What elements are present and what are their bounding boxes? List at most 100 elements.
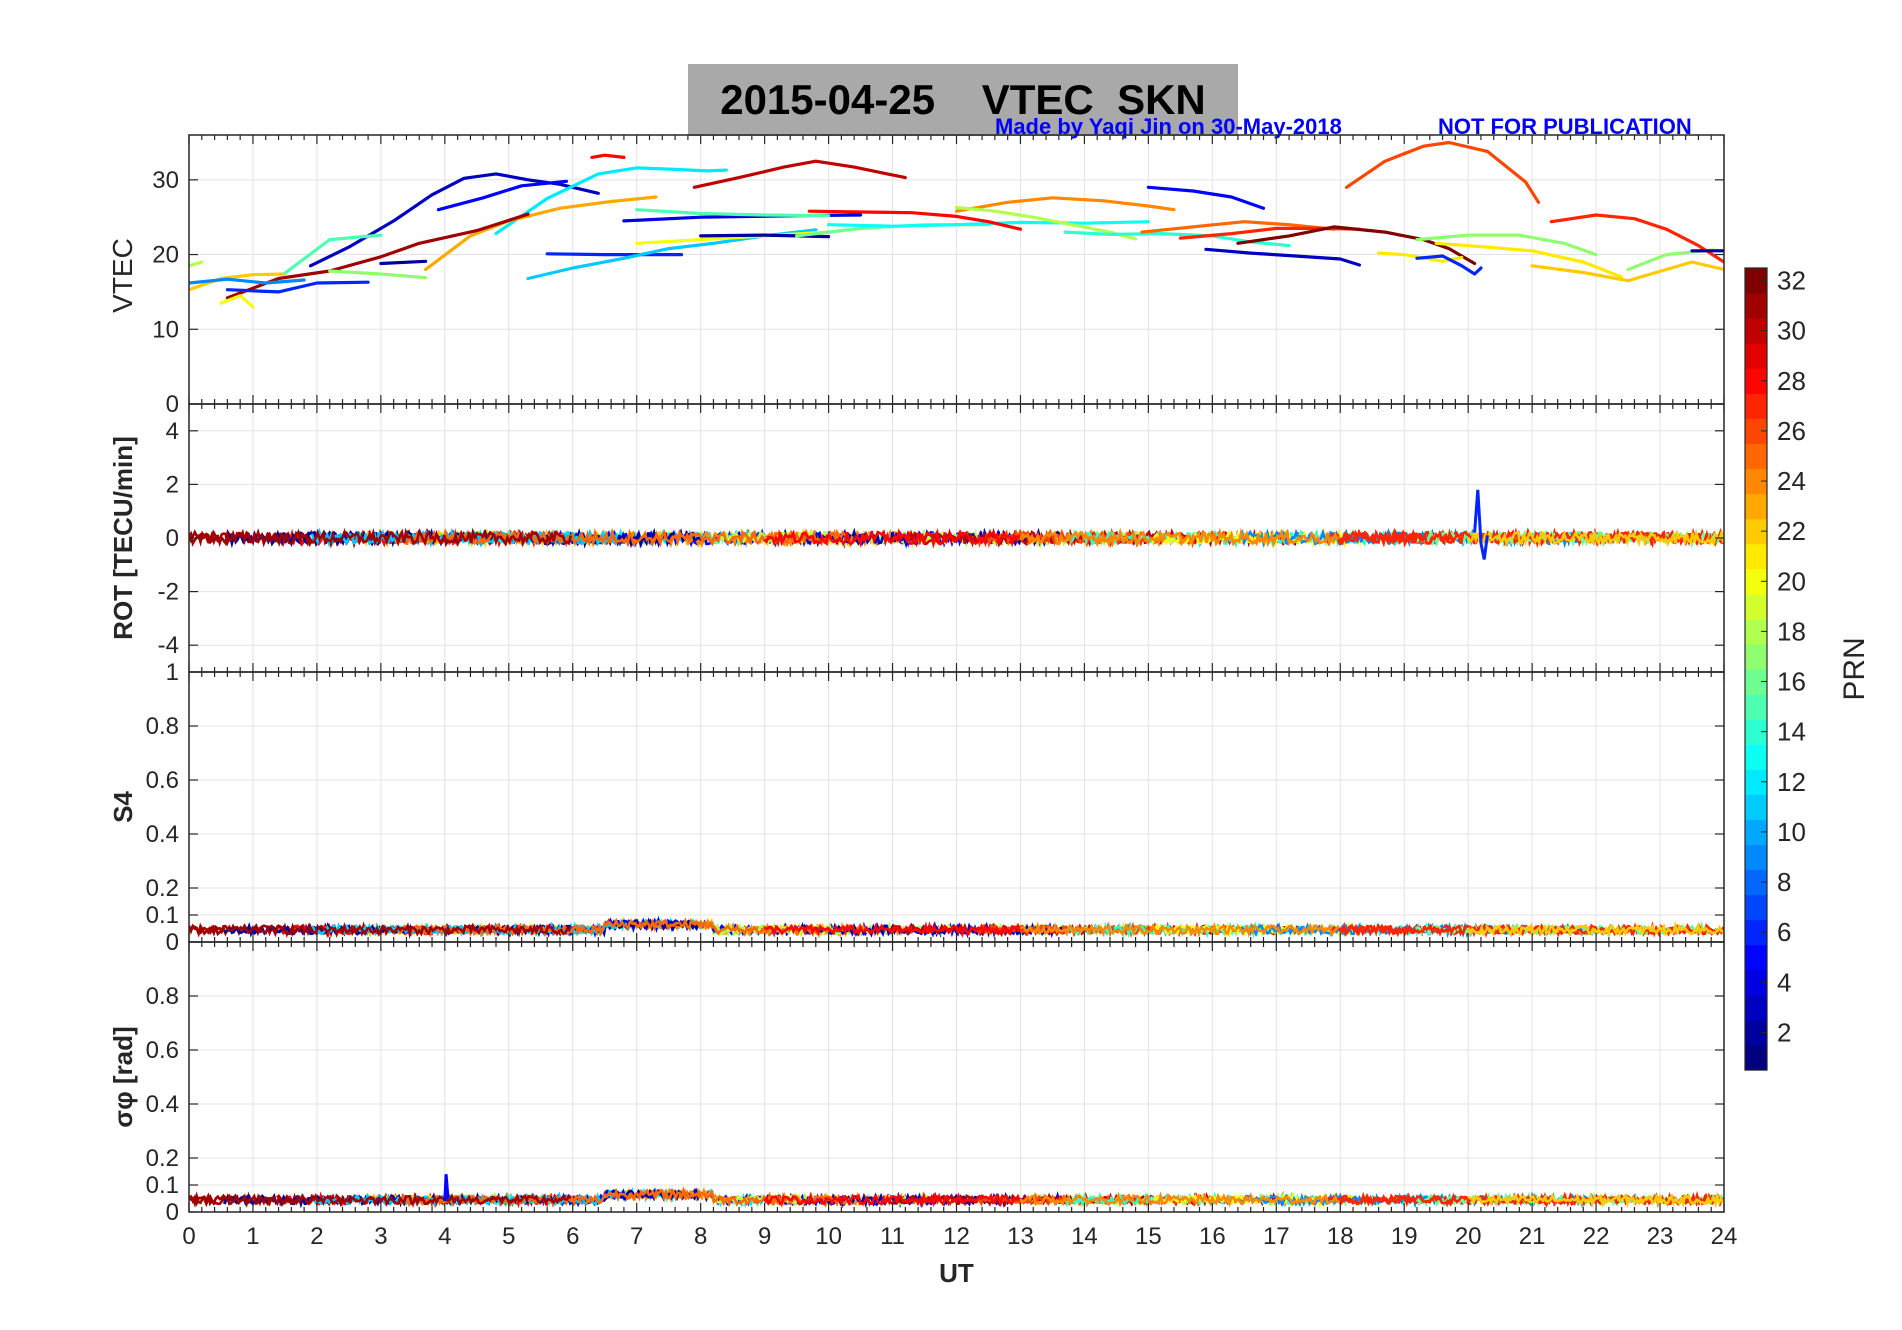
y-tick-label: -4: [158, 632, 179, 659]
track-prn-22: [1467, 1191, 1724, 1209]
vtec-series-prn-27: [1178, 226, 1361, 240]
y-tick-label: 1: [166, 659, 179, 686]
colorbar-tick-label: 14: [1777, 717, 1806, 747]
series-group: [189, 915, 1724, 939]
vtec-series-prn-28: [590, 153, 626, 159]
track-prn-22: [1466, 920, 1724, 938]
colorbar-swatch: [1745, 694, 1767, 720]
x-axis-label: UT: [939, 1258, 974, 1288]
vtec-series-prn-15: [635, 208, 831, 218]
y-tick-label: 0.1: [146, 1172, 179, 1199]
y-tick-label: 0.6: [146, 767, 179, 794]
vtec-series-prn-18: [189, 260, 204, 268]
title-background: [688, 64, 1238, 136]
vtec-series-prn-5: [1146, 185, 1266, 210]
vtec-series-prn-22: [189, 272, 287, 292]
colorbar-swatch: [1745, 643, 1767, 670]
vtec-series-prn-30: [692, 159, 907, 189]
y-tick-label: 0.8: [146, 713, 179, 740]
track-prn-22: [1467, 528, 1724, 548]
colorbar-tick-label: 20: [1777, 566, 1806, 596]
vtec-series-prn-28: [807, 209, 1023, 231]
x-tick-label: 16: [1199, 1223, 1226, 1250]
colorbar-swatch: [1745, 819, 1767, 846]
x-tick-label: 15: [1135, 1223, 1162, 1250]
colorbar-swatch: [1745, 443, 1767, 470]
vtec-series-prn-20: [635, 230, 831, 245]
x-tick-label: 20: [1455, 1223, 1482, 1250]
track-prn-31: [189, 922, 572, 939]
chart-title: 2015-04-25 VTEC SKN: [720, 76, 1206, 123]
colorbar-swatch: [1745, 969, 1767, 996]
vtec-series-prn-21: [1434, 241, 1624, 279]
y-tick-label: 0.4: [146, 1091, 179, 1118]
x-tick-label: 5: [502, 1223, 515, 1250]
vtec-series-prn-12: [494, 166, 728, 236]
y-axis-label: σφ [rad]: [108, 1026, 138, 1127]
x-tick-label: 22: [1583, 1223, 1610, 1250]
colorbar-tick-label: 28: [1777, 366, 1806, 396]
spike-prn-6: [1473, 489, 1489, 560]
series-group: [189, 489, 1724, 560]
x-tick-label: 0: [182, 1223, 195, 1250]
colorbar-frame: [1744, 267, 1768, 1071]
vtec-series-prn-6: [225, 280, 370, 294]
colorbar-label: PRN: [1838, 637, 1871, 700]
panel-sigphi: 00.10.2 0.4 0.6 0.8 σφ [rad]: [108, 941, 1725, 1226]
colorbar-tick-label: 22: [1777, 516, 1806, 546]
y-tick-label: -2: [158, 579, 179, 606]
colorbar-swatch: [1745, 669, 1767, 695]
colorbar-swatch: [1745, 844, 1767, 871]
track-prn-28: [763, 921, 1022, 939]
track-prn-24: [1019, 527, 1340, 548]
colorbar-swatch: [1745, 543, 1767, 570]
colorbar-swatch: [1745, 869, 1767, 896]
y-tick-label: 0.8: [146, 983, 179, 1010]
x-tick-label: 6: [566, 1223, 579, 1250]
y-tick-label: 0.4: [146, 821, 179, 848]
vtec-series-prn-20: [219, 294, 255, 309]
colorbar-tick-label: 30: [1777, 316, 1806, 346]
x-tick-label: 18: [1327, 1223, 1354, 1250]
panel-s4: 00.10.2 0.4 0.6 0.8 1 S4: [108, 659, 1725, 956]
vtec-series-prn-32: [1236, 225, 1477, 266]
colorbar-tick-label: 12: [1777, 767, 1806, 797]
colorbar-swatch: [1745, 593, 1767, 620]
colorbar-swatch: [1745, 368, 1767, 394]
vtec-series-prn-17: [1415, 233, 1598, 257]
vtec-series-prn-14: [1063, 230, 1291, 248]
y-tick-label: 0.6: [146, 1037, 179, 1064]
colorbar-tick-label: 18: [1777, 616, 1806, 646]
colorbar-swatch: [1745, 418, 1767, 445]
colorbar-swatch: [1745, 468, 1767, 495]
vtec-series-prn-6: [1415, 254, 1483, 276]
colorbar-tick-label: 26: [1777, 416, 1806, 446]
vtec-series-prn-9: [189, 277, 306, 285]
vtec-series-prn-27: [1549, 213, 1724, 264]
y-tick-label: 20: [152, 242, 179, 269]
track-prn-31: [189, 1192, 572, 1208]
colorbar-tick-label: 32: [1777, 266, 1806, 296]
colorbar-swatch: [1745, 894, 1767, 921]
panel-rot: -4 -2 0 2 4 ROT [TECU/min]: [108, 403, 1725, 673]
colorbar-swatch: [1745, 518, 1767, 545]
colorbar-swatch: [1745, 343, 1767, 369]
y-tick-label: 0: [166, 1199, 179, 1226]
vtec-series-prn-25: [1140, 220, 1336, 234]
x-tick-label: 2: [310, 1223, 323, 1250]
y-tick-label: 0.1: [146, 902, 179, 929]
track-prn-28: [763, 1191, 1021, 1208]
vtec-series-prn-26: [1345, 140, 1541, 204]
x-tick-label: 3: [374, 1223, 387, 1250]
colorbar-swatch: [1745, 944, 1767, 971]
colorbar-swatch: [1745, 719, 1767, 745]
x-tick-label: 4: [438, 1223, 451, 1250]
y-tick-label: 0: [166, 391, 179, 418]
x-tick-label: 23: [1647, 1223, 1674, 1250]
track-prn-25: [398, 527, 854, 548]
x-tick-label: 10: [815, 1223, 842, 1250]
series-group: [189, 140, 1724, 309]
colorbar-swatch: [1745, 568, 1767, 595]
x-tick-label: 1: [246, 1223, 259, 1250]
